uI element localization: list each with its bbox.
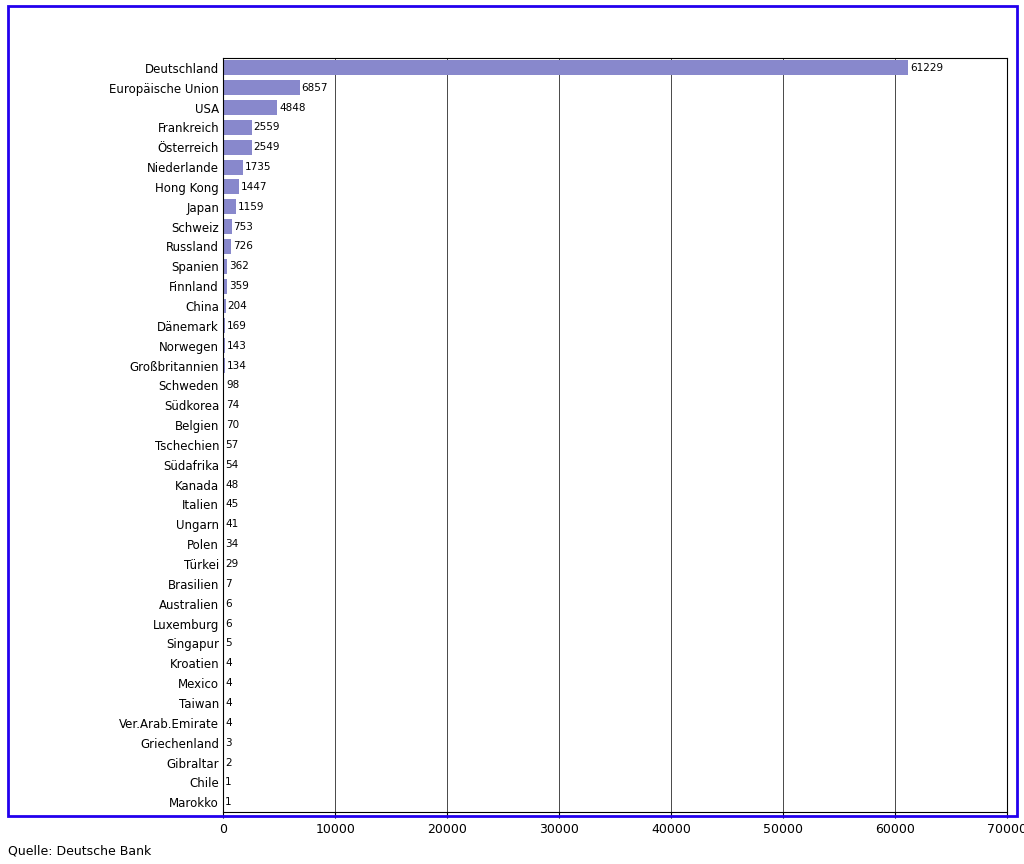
Text: 41: 41 xyxy=(225,519,239,530)
Text: 1: 1 xyxy=(225,778,231,787)
Text: 753: 753 xyxy=(233,221,253,232)
Text: 3: 3 xyxy=(225,738,231,747)
Bar xyxy=(223,120,252,135)
Bar xyxy=(223,239,231,254)
Text: 4: 4 xyxy=(225,698,231,708)
Text: 34: 34 xyxy=(225,539,239,550)
Text: 362: 362 xyxy=(229,261,249,271)
Bar xyxy=(223,100,278,115)
Text: 61229: 61229 xyxy=(910,63,943,73)
Bar xyxy=(223,279,227,294)
Bar xyxy=(223,358,224,373)
Text: 4848: 4848 xyxy=(280,103,305,112)
Text: 4: 4 xyxy=(225,658,231,668)
Text: 4: 4 xyxy=(225,718,231,727)
Text: 5: 5 xyxy=(225,638,231,649)
Text: 74: 74 xyxy=(225,400,239,410)
Text: 70: 70 xyxy=(225,420,239,430)
Text: 2: 2 xyxy=(225,758,231,767)
Text: 2549: 2549 xyxy=(253,143,280,152)
Text: 1: 1 xyxy=(225,797,231,807)
Text: 134: 134 xyxy=(226,360,247,371)
Bar xyxy=(223,319,225,334)
Bar xyxy=(223,180,240,194)
Text: 726: 726 xyxy=(233,241,253,251)
Text: 143: 143 xyxy=(226,340,247,351)
Bar xyxy=(223,259,227,274)
Text: 359: 359 xyxy=(229,281,249,291)
Text: 6857: 6857 xyxy=(302,83,328,92)
Text: 7: 7 xyxy=(225,579,231,589)
Bar xyxy=(223,200,237,214)
Bar xyxy=(223,160,243,175)
Text: 6: 6 xyxy=(225,599,231,609)
Text: 48: 48 xyxy=(225,480,239,490)
Bar xyxy=(223,80,300,95)
Text: 57: 57 xyxy=(225,440,239,450)
Text: Grafik 1: Herkunft der Basiswerte (Anzahl): Grafik 1: Herkunft der Basiswerte (Anzah… xyxy=(16,21,449,39)
Text: 2559: 2559 xyxy=(254,123,280,132)
Bar xyxy=(223,299,225,314)
Text: 169: 169 xyxy=(226,321,247,331)
Text: 204: 204 xyxy=(227,301,247,311)
Text: 1159: 1159 xyxy=(238,202,264,212)
Text: 6: 6 xyxy=(225,619,231,629)
Text: 1735: 1735 xyxy=(245,162,270,172)
Bar xyxy=(223,219,231,234)
Text: 1447: 1447 xyxy=(241,182,267,192)
Text: 54: 54 xyxy=(225,460,239,470)
Text: 4: 4 xyxy=(225,678,231,688)
Bar xyxy=(223,378,224,393)
Bar xyxy=(223,60,908,75)
Text: 98: 98 xyxy=(226,380,240,391)
Text: 45: 45 xyxy=(225,499,239,510)
Text: 29: 29 xyxy=(225,559,239,569)
Bar xyxy=(223,339,225,353)
Text: Quelle: Deutsche Bank: Quelle: Deutsche Bank xyxy=(8,844,152,857)
Bar xyxy=(223,140,252,155)
